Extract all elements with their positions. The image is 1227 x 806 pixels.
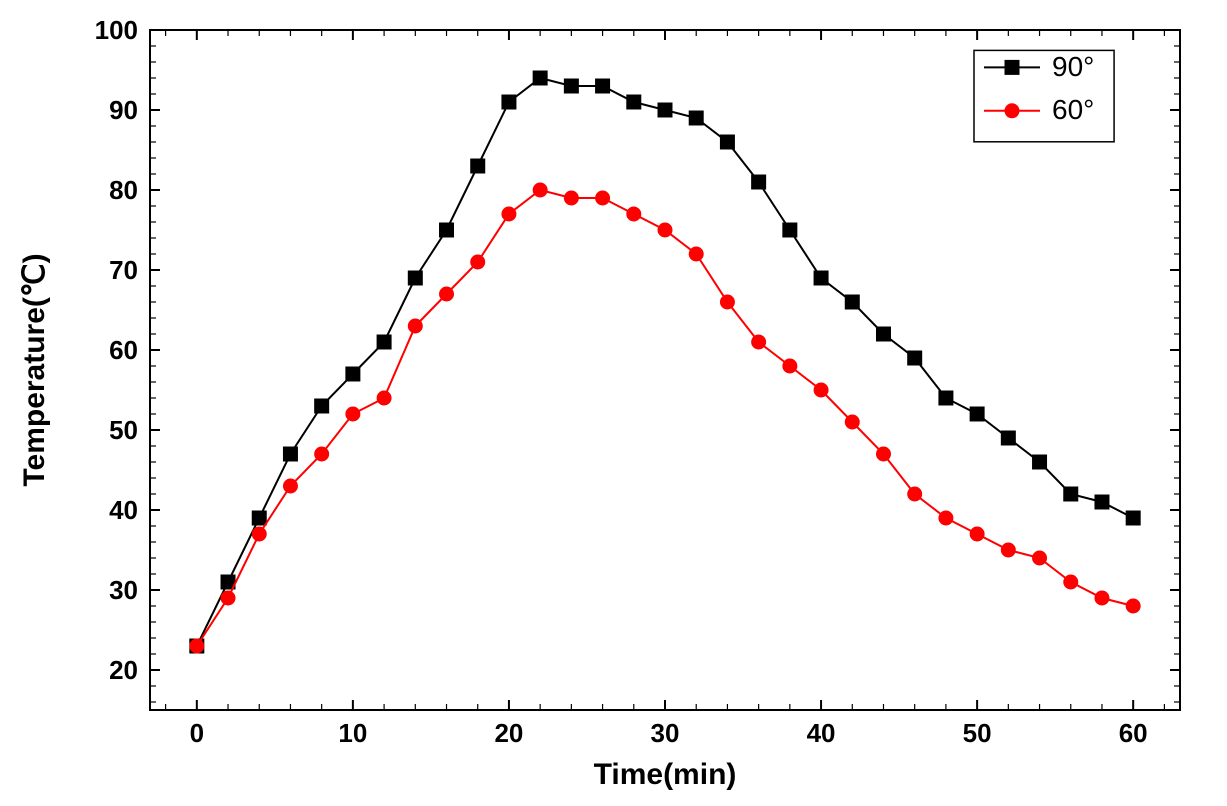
series-marker-60deg	[752, 335, 766, 349]
series-marker-60deg	[689, 247, 703, 261]
series-marker-90deg	[720, 135, 734, 149]
series-marker-90deg	[1095, 495, 1109, 509]
series-marker-90deg	[283, 447, 297, 461]
x-tick-label: 10	[338, 718, 367, 748]
series-marker-60deg	[252, 527, 266, 541]
series-marker-60deg	[596, 191, 610, 205]
series-marker-90deg	[564, 79, 578, 93]
series-marker-90deg	[533, 71, 547, 85]
x-axis-label: Time(min)	[594, 758, 737, 791]
series-marker-60deg	[1095, 591, 1109, 605]
series-marker-60deg	[658, 223, 672, 237]
series-marker-90deg	[627, 95, 641, 109]
x-tick-label: 50	[963, 718, 992, 748]
y-tick-label: 80	[109, 175, 138, 205]
y-axis-label: Temperature(℃)	[18, 253, 51, 486]
series-marker-90deg	[315, 399, 329, 413]
chart-svg: 0 10 20 30 40 50 60 20 30 40 50 60 70 80 90 100 Time(min…	[0, 0, 1227, 806]
temperature-time-chart: 0 10 20 30 40 50 60 20 30 40 50 60 70 80 90 100 Time(min…	[0, 0, 1227, 806]
series-marker-60deg	[845, 415, 859, 429]
series-marker-60deg	[315, 447, 329, 461]
x-tick-label: 20	[494, 718, 523, 748]
series-marker-60deg	[939, 511, 953, 525]
series-marker-90deg	[752, 175, 766, 189]
y-tick-label: 70	[109, 255, 138, 285]
series-marker-90deg	[783, 223, 797, 237]
series-marker-60deg	[783, 359, 797, 373]
series-marker-60deg	[564, 191, 578, 205]
series-marker-90deg	[440, 223, 454, 237]
series-marker-60deg	[720, 295, 734, 309]
y-tick-label: 100	[95, 15, 138, 45]
series-marker-90deg	[252, 511, 266, 525]
y-tick-label: 20	[109, 655, 138, 685]
y-tick-label: 40	[109, 495, 138, 525]
series-marker-90deg	[845, 295, 859, 309]
y-tick-label: 60	[109, 335, 138, 365]
series-marker-90deg	[970, 407, 984, 421]
series-marker-90deg	[596, 79, 610, 93]
x-tick-label: 30	[651, 718, 680, 748]
series-marker-90deg	[346, 367, 360, 381]
series-marker-90deg	[408, 271, 422, 285]
series-marker-90deg	[377, 335, 391, 349]
series-marker-60deg	[970, 527, 984, 541]
series-marker-90deg	[1126, 511, 1140, 525]
series-marker-90deg	[1064, 487, 1078, 501]
series-marker-60deg	[283, 479, 297, 493]
series-marker-60deg	[221, 591, 235, 605]
y-tick-label: 90	[109, 95, 138, 125]
series-marker-60deg	[1001, 543, 1015, 557]
x-tick-label: 0	[190, 718, 204, 748]
series-marker-90deg	[1001, 431, 1015, 445]
series-marker-90deg	[1033, 455, 1047, 469]
series-marker-60deg	[502, 207, 516, 221]
series-marker-60deg	[377, 391, 391, 405]
x-tick-label: 40	[807, 718, 836, 748]
series-marker-60deg	[440, 287, 454, 301]
legend: 90°60°	[974, 50, 1114, 141]
series-marker-60deg	[1033, 551, 1047, 565]
series-marker-60deg	[408, 319, 422, 333]
series-marker-90deg	[658, 103, 672, 117]
series-marker-60deg	[1126, 599, 1140, 613]
series-marker-90deg	[876, 327, 890, 341]
series-marker-60deg	[876, 447, 890, 461]
series-marker-90deg	[689, 111, 703, 125]
legend-label: 90°	[1052, 51, 1094, 82]
series-marker-60deg	[908, 487, 922, 501]
series-marker-60deg	[627, 207, 641, 221]
series-marker-90deg	[502, 95, 516, 109]
series-marker-90deg	[939, 391, 953, 405]
series-marker-60deg	[471, 255, 485, 269]
series-marker-60deg	[346, 407, 360, 421]
series-marker-90deg	[814, 271, 828, 285]
y-tick-label: 30	[109, 575, 138, 605]
series-marker-60deg	[533, 183, 547, 197]
series-marker-90deg	[908, 351, 922, 365]
series-marker-60deg	[814, 383, 828, 397]
series-marker-60deg	[1064, 575, 1078, 589]
y-tick-label: 50	[109, 415, 138, 445]
series-marker-60deg	[190, 639, 204, 653]
x-tick-label: 60	[1119, 718, 1148, 748]
legend-label: 60°	[1052, 94, 1094, 125]
series-marker-90deg	[471, 159, 485, 173]
